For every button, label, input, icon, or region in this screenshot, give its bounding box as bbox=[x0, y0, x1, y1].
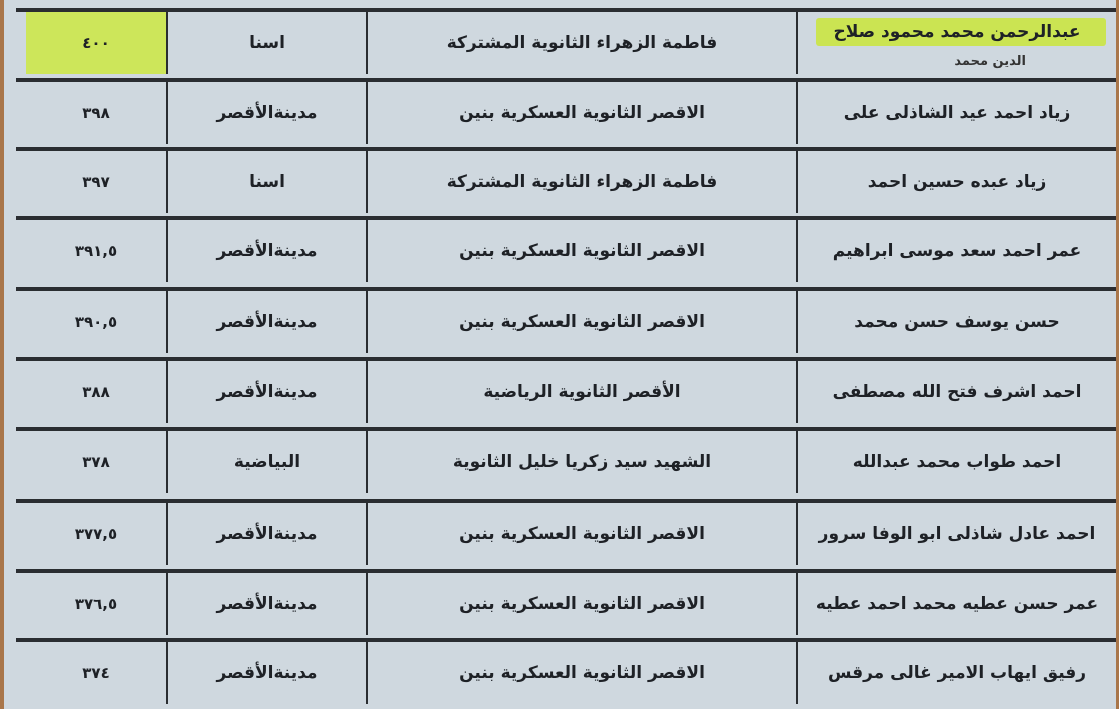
city-cell-text: البياضية bbox=[233, 452, 301, 472]
score-cell: ٣٩١,٥ bbox=[26, 220, 166, 282]
score-cell-text: ٣٨٨ bbox=[82, 383, 110, 401]
student-name-cell-text: عمر حسن عطيه محمد احمد عطيه bbox=[815, 594, 1099, 614]
city-cell: مدينةالأقصر bbox=[166, 503, 366, 565]
student-name-cell-text: احمد طواب محمد عبدالله bbox=[852, 452, 1062, 472]
city-cell-text: اسنا bbox=[249, 172, 285, 192]
school-cell-text: فاطمة الزهراء الثانوية المشتركة bbox=[446, 33, 718, 53]
student-name-cell-text: حسن يوسف حسن محمد bbox=[854, 312, 1060, 332]
city-cell: مدينةالأقصر bbox=[166, 82, 366, 144]
student-name-cell: حسن يوسف حسن محمد bbox=[796, 291, 1116, 353]
school-cell-text: الاقصر الثانوية العسكرية بنين bbox=[459, 241, 705, 261]
student-name-cell: احمد طواب محمد عبدالله bbox=[796, 431, 1116, 493]
school-cell-text: الاقصر الثانوية العسكرية بنين bbox=[459, 594, 705, 614]
school-cell: فاطمة الزهراء الثانوية المشتركة bbox=[366, 12, 796, 74]
table-row: عمر احمد سعد موسى ابراهيم الاقصر الثانوية… bbox=[16, 216, 1116, 282]
student-name-cell-text: احمد اشرف فتح الله مصطفى bbox=[832, 382, 1082, 402]
table-row: عمر حسن عطيه محمد احمد عطيه الاقصر الثانو… bbox=[16, 569, 1116, 635]
student-name-cell: احمد عادل شاذلى ابو الوفا سرور bbox=[796, 503, 1116, 565]
city-cell: اسنا bbox=[166, 151, 366, 213]
student-name-cell: عمر حسن عطيه محمد احمد عطيه bbox=[796, 573, 1116, 635]
table-row: زياد عبده حسين احمد فاطمة الزهراء الثانوي… bbox=[16, 147, 1116, 213]
student-name-cell-text: عمر احمد سعد موسى ابراهيم bbox=[832, 241, 1082, 261]
table-row: احمد طواب محمد عبدالله الشهيد سيد زكريا خ… bbox=[16, 427, 1116, 493]
score-cell-text: ٣٧٧,٥ bbox=[74, 525, 118, 543]
school-cell-text: الشهيد سيد زكريا خليل الثانوية bbox=[452, 452, 712, 472]
student-name-cell: احمد اشرف فتح الله مصطفى bbox=[796, 361, 1116, 423]
student-name-cell-text: احمد عادل شاذلى ابو الوفا سرور bbox=[818, 524, 1096, 544]
city-cell: البياضية bbox=[166, 431, 366, 493]
city-cell: مدينةالأقصر bbox=[166, 291, 366, 353]
table-row: احمد اشرف فتح الله مصطفى الأقصر الثانوية … bbox=[16, 357, 1116, 423]
school-cell-text: الاقصر الثانوية العسكرية بنين bbox=[459, 312, 705, 332]
score-cell-text: ٤٠٠ bbox=[82, 34, 110, 52]
school-cell-text: الأقصر الثانوية الرياضية bbox=[483, 382, 681, 402]
city-cell: مدينةالأقصر bbox=[166, 642, 366, 704]
score-cell: ٣٩٧ bbox=[26, 151, 166, 213]
city-cell-text: مدينةالأقصر bbox=[216, 524, 318, 544]
score-cell: ٣٩٠,٥ bbox=[26, 291, 166, 353]
score-cell: ٤٠٠ bbox=[26, 12, 166, 74]
score-cell: ٣٨٨ bbox=[26, 361, 166, 423]
city-cell: اسنا bbox=[166, 12, 366, 74]
city-cell-text: مدينةالأقصر bbox=[216, 594, 318, 614]
school-cell: الاقصر الثانوية العسكرية بنين bbox=[366, 642, 796, 704]
score-cell: ٣٧٤ bbox=[26, 642, 166, 704]
name-highlight bbox=[816, 18, 1106, 46]
table-row: رفيق ايهاب الامير غالى مرقس الاقصر الثانو… bbox=[16, 638, 1116, 704]
score-cell-text: ٣٩٠,٥ bbox=[74, 313, 118, 331]
student-name-cell-text: زياد احمد عيد الشاذلى على bbox=[843, 103, 1071, 123]
school-cell: الاقصر الثانوية العسكرية بنين bbox=[366, 503, 796, 565]
score-cell-text: ٣٩١,٥ bbox=[74, 242, 118, 260]
student-name-cell: رفيق ايهاب الامير غالى مرقس bbox=[796, 642, 1116, 704]
student-name-cell-text: عبدالرحمن محمد محمود صلاح bbox=[833, 22, 1081, 42]
student-name-cell: زياد احمد عيد الشاذلى على bbox=[796, 82, 1116, 144]
score-cell: ٣٩٨ bbox=[26, 82, 166, 144]
score-cell-text: ٣٩٧ bbox=[82, 173, 110, 191]
school-cell-text: الاقصر الثانوية العسكرية بنين bbox=[459, 103, 705, 123]
table-row: احمد عادل شاذلى ابو الوفا سرور الاقصر الث… bbox=[16, 499, 1116, 565]
school-cell: الاقصر الثانوية العسكرية بنين bbox=[366, 220, 796, 282]
city-cell-text: اسنا bbox=[249, 33, 285, 53]
city-cell: مدينةالأقصر bbox=[166, 361, 366, 423]
score-cell-text: ٣٧٤ bbox=[82, 664, 110, 682]
score-cell-text: ٣٧٦,٥ bbox=[74, 595, 118, 613]
school-cell: الأقصر الثانوية الرياضية bbox=[366, 361, 796, 423]
school-cell-text: فاطمة الزهراء الثانوية المشتركة bbox=[446, 172, 718, 192]
score-cell: ٣٧٨ bbox=[26, 431, 166, 493]
student-name-cell: عمر احمد سعد موسى ابراهيم bbox=[796, 220, 1116, 282]
table-row: زياد احمد عيد الشاذلى على الاقصر الثانوية… bbox=[16, 78, 1116, 144]
city-cell-text: مدينةالأقصر bbox=[216, 382, 318, 402]
score-cell-text: ٣٧٨ bbox=[82, 453, 110, 471]
score-cell-text: ٣٩٨ bbox=[82, 104, 110, 122]
student-name-cell-text: زياد عبده حسين احمد bbox=[867, 172, 1047, 192]
school-cell: الاقصر الثانوية العسكرية بنين bbox=[366, 573, 796, 635]
student-name-line2: الدين محمد bbox=[954, 54, 1026, 69]
table-row: حسن يوسف حسن محمد الاقصر الثانوية العسكري… bbox=[16, 287, 1116, 353]
student-name-cell-text: رفيق ايهاب الامير غالى مرقس bbox=[827, 663, 1087, 683]
table-row: عبدالرحمن محمد محمود صلاح الدين محمد فاطمة… bbox=[16, 8, 1116, 74]
city-cell-text: مدينةالأقصر bbox=[216, 312, 318, 332]
city-cell: مدينةالأقصر bbox=[166, 220, 366, 282]
student-name-cell: عبدالرحمن محمد محمود صلاح الدين محمد bbox=[796, 12, 1116, 74]
school-cell-text: الاقصر الثانوية العسكرية بنين bbox=[459, 524, 705, 544]
school-cell: الاقصر الثانوية العسكرية بنين bbox=[366, 82, 796, 144]
score-cell: ٣٧٦,٥ bbox=[26, 573, 166, 635]
paper-sheet: عبدالرحمن محمد محمود صلاح الدين محمد فاطمة… bbox=[4, 0, 1116, 709]
city-cell: مدينةالأقصر bbox=[166, 573, 366, 635]
school-cell: فاطمة الزهراء الثانوية المشتركة bbox=[366, 151, 796, 213]
city-cell-text: مدينةالأقصر bbox=[216, 663, 318, 683]
student-name-cell: زياد عبده حسين احمد bbox=[796, 151, 1116, 213]
school-cell: الشهيد سيد زكريا خليل الثانوية bbox=[366, 431, 796, 493]
school-cell-text: الاقصر الثانوية العسكرية بنين bbox=[459, 663, 705, 683]
city-cell-text: مدينةالأقصر bbox=[216, 241, 318, 261]
school-cell: الاقصر الثانوية العسكرية بنين bbox=[366, 291, 796, 353]
score-cell: ٣٧٧,٥ bbox=[26, 503, 166, 565]
city-cell-text: مدينةالأقصر bbox=[216, 103, 318, 123]
